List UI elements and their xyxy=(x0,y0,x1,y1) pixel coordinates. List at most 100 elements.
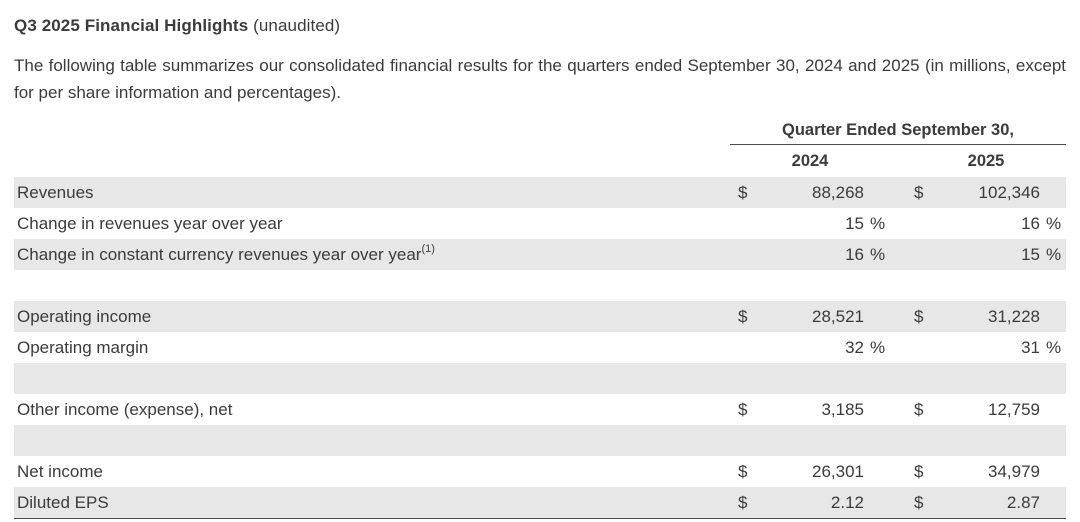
percent-sign xyxy=(1040,363,1066,394)
cell-value: 34,979 xyxy=(988,461,1040,481)
percent-sign xyxy=(1040,425,1066,456)
currency-symbol xyxy=(730,363,760,394)
cell-value xyxy=(760,270,864,301)
column-gap xyxy=(890,487,906,518)
cell-value: 2.87 xyxy=(1006,492,1040,512)
percent-sign: % xyxy=(1046,244,1062,264)
page-title: Q3 2025 Financial Highlights (unaudited) xyxy=(14,16,1066,36)
column-header-2025: 2025 xyxy=(967,151,1005,170)
table-row: Operating income $28,521 $31,228 xyxy=(14,301,1067,333)
header-spacer xyxy=(14,119,730,144)
percent-sign xyxy=(864,301,890,332)
currency-symbol: $ xyxy=(914,182,924,202)
row-label: Other income (expense), net xyxy=(17,399,233,419)
column-gap xyxy=(890,301,906,332)
column-gap xyxy=(890,144,906,177)
column-gap xyxy=(890,177,906,208)
cell-value: 102,346 xyxy=(978,182,1040,202)
row-label: Operating margin xyxy=(17,337,149,357)
percent-sign xyxy=(864,177,890,208)
percent-sign xyxy=(864,270,890,301)
cell-value: 31 xyxy=(1021,337,1040,357)
group-header-row: Quarter Ended September 30, xyxy=(14,119,1067,145)
percent-sign: % xyxy=(870,244,886,264)
cell-value: 16 xyxy=(845,244,864,264)
percent-sign: % xyxy=(1046,337,1062,357)
cell-value: 15 xyxy=(1021,244,1040,264)
page-title-main: Q3 2025 Financial Highlights xyxy=(14,16,249,35)
column-header-2024: 2024 xyxy=(791,151,829,170)
cell-value: 31,228 xyxy=(988,306,1040,326)
cell-value xyxy=(936,425,1040,456)
table-row: Change in revenues year over year 15% 16% xyxy=(14,208,1066,239)
percent-sign xyxy=(1040,270,1066,301)
cell-value xyxy=(936,363,1040,394)
currency-symbol: $ xyxy=(738,399,748,419)
percent-sign xyxy=(864,363,890,394)
footnote-marker: (1) xyxy=(421,243,435,256)
percent-sign xyxy=(864,394,890,425)
currency-symbol: $ xyxy=(914,461,924,481)
row-label xyxy=(14,270,730,301)
currency-symbol: $ xyxy=(914,306,924,326)
currency-symbol xyxy=(730,208,760,239)
row-label: Net income xyxy=(17,461,103,481)
currency-symbol xyxy=(730,425,760,456)
currency-symbol: $ xyxy=(914,399,924,419)
column-gap xyxy=(890,270,906,301)
currency-symbol: $ xyxy=(738,461,748,481)
currency-symbol xyxy=(906,425,936,456)
column-gap xyxy=(890,239,906,270)
column-gap xyxy=(890,332,906,363)
row-label: Change in constant currency revenues yea… xyxy=(17,243,435,264)
currency-symbol xyxy=(906,208,936,239)
percent-sign xyxy=(1040,301,1066,332)
row-label: Operating income xyxy=(17,306,152,326)
table-row: Revenues $88,268 $102,346 xyxy=(14,177,1067,209)
percent-sign: % xyxy=(870,213,886,233)
percent-sign xyxy=(864,425,890,456)
percent-sign xyxy=(1040,177,1066,208)
row-label: Revenues xyxy=(17,182,94,202)
row-label: Diluted EPS xyxy=(17,492,109,512)
cell-value: 3,185 xyxy=(821,399,864,419)
cell-value: 16 xyxy=(1021,213,1040,233)
row-label xyxy=(14,425,730,456)
financial-table-body: Revenues $88,268 $102,346 Change in revenue… xyxy=(14,177,1067,519)
table-row: Operating margin 32% 31% xyxy=(14,332,1066,363)
column-gap xyxy=(890,456,906,487)
currency-symbol: $ xyxy=(914,492,924,512)
currency-symbol xyxy=(906,270,936,301)
table-row: Other income (expense), net $3,185 $12,759 xyxy=(14,394,1066,425)
currency-symbol: $ xyxy=(738,306,748,326)
currency-symbol xyxy=(730,270,760,301)
row-label xyxy=(14,363,730,394)
currency-symbol xyxy=(730,239,760,270)
cell-value: 2.12 xyxy=(830,492,864,512)
header-spacer xyxy=(14,144,730,177)
cell-value xyxy=(760,425,864,456)
spacer-row xyxy=(14,270,1066,301)
cell-value xyxy=(760,363,864,394)
percent-sign xyxy=(1040,456,1066,487)
page-title-suffix: (unaudited) xyxy=(248,16,341,35)
cell-value: 88,268 xyxy=(812,182,864,202)
cell-value: 32 xyxy=(845,337,864,357)
cell-value xyxy=(936,270,1040,301)
currency-symbol xyxy=(730,332,760,363)
cell-value: 28,521 xyxy=(812,306,864,326)
cell-value: 26,301 xyxy=(812,461,864,481)
table-row: Diluted EPS $2.12 $2.87 xyxy=(14,487,1067,519)
table-row: Change in constant currency revenues yea… xyxy=(14,239,1067,271)
financial-table: Quarter Ended September 30, 2024 2025 Re… xyxy=(14,119,1067,519)
cell-value: 12,759 xyxy=(988,399,1040,419)
column-gap xyxy=(890,363,906,394)
currency-symbol: $ xyxy=(738,492,748,512)
currency-symbol xyxy=(906,363,936,394)
table-row: Net income $26,301 $34,979 xyxy=(14,456,1066,487)
spacer-row xyxy=(14,363,1067,395)
currency-symbol xyxy=(906,239,936,270)
percent-sign xyxy=(864,456,890,487)
year-header-row: 2024 2025 xyxy=(14,144,1066,177)
